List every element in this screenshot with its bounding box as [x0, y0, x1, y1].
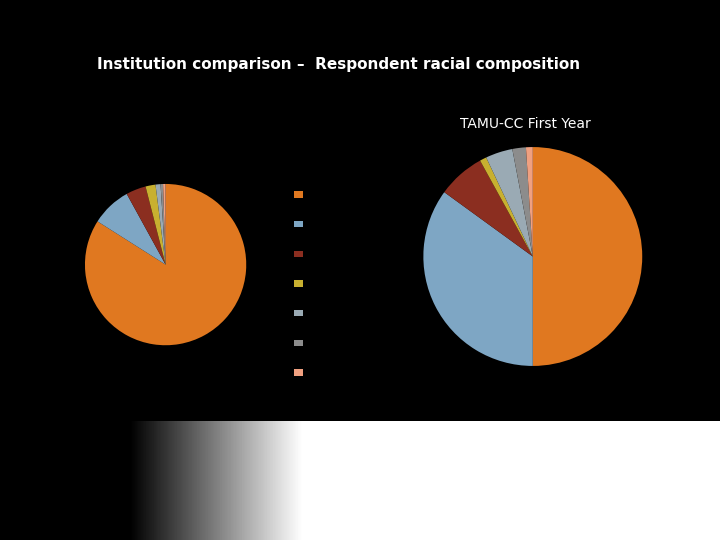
- Text: Institution comparison –  Respondent racial composition: Institution comparison – Respondent raci…: [96, 57, 580, 72]
- Wedge shape: [156, 184, 166, 265]
- Wedge shape: [127, 186, 166, 265]
- Wedge shape: [513, 147, 533, 256]
- FancyBboxPatch shape: [294, 310, 303, 316]
- Wedge shape: [97, 194, 166, 265]
- Text: TAMU-CC First Year: TAMU-CC First Year: [460, 117, 591, 131]
- FancyBboxPatch shape: [294, 340, 303, 346]
- Wedge shape: [480, 158, 533, 256]
- FancyBboxPatch shape: [294, 191, 303, 198]
- FancyBboxPatch shape: [294, 280, 303, 287]
- FancyBboxPatch shape: [294, 369, 303, 376]
- Wedge shape: [163, 184, 166, 265]
- Wedge shape: [145, 185, 166, 265]
- Wedge shape: [444, 160, 533, 256]
- FancyBboxPatch shape: [294, 221, 303, 227]
- FancyBboxPatch shape: [294, 251, 303, 257]
- Wedge shape: [423, 192, 533, 366]
- Wedge shape: [161, 184, 166, 265]
- Wedge shape: [526, 147, 533, 256]
- Wedge shape: [533, 147, 642, 366]
- Wedge shape: [85, 184, 246, 345]
- Wedge shape: [486, 149, 533, 256]
